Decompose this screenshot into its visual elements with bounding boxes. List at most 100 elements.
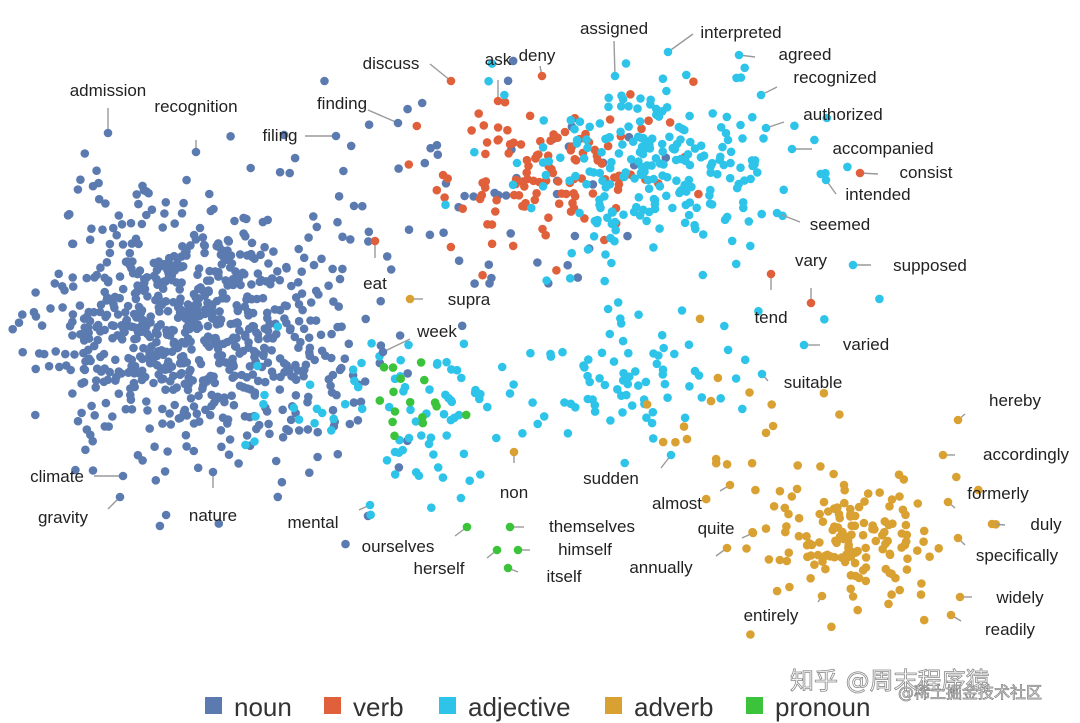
adjective-point — [706, 168, 715, 177]
adjective-point — [624, 102, 633, 111]
adverb-point — [816, 462, 825, 471]
noun-point — [338, 232, 347, 242]
adjective-point — [822, 113, 832, 123]
noun-point — [196, 359, 206, 369]
word-point-deny — [537, 71, 547, 81]
verb-point — [478, 270, 487, 280]
adverb-point — [751, 485, 760, 495]
noun-point — [55, 362, 64, 372]
adjective-point — [487, 59, 497, 68]
adjective-point — [655, 224, 664, 233]
verb-point — [479, 121, 489, 130]
noun-point — [96, 263, 105, 273]
noun-point — [68, 239, 77, 249]
adjective-point — [610, 236, 619, 246]
noun-point — [229, 400, 239, 410]
adverb-point — [895, 585, 904, 595]
word-point-discuss — [446, 76, 456, 86]
noun-point — [202, 377, 212, 386]
noun-point — [142, 397, 151, 406]
noun-point — [129, 378, 139, 388]
noun-point — [183, 385, 193, 395]
verb-point — [522, 155, 532, 165]
noun-point — [314, 290, 323, 299]
noun-point — [264, 419, 273, 429]
verb-point — [553, 177, 563, 186]
noun-point — [101, 398, 111, 408]
adverb-point — [934, 544, 943, 553]
adjective-point — [571, 403, 580, 412]
adjective-point — [616, 314, 625, 323]
noun-point — [195, 223, 205, 233]
noun-point — [101, 199, 110, 208]
word-point-almost — [725, 480, 735, 490]
noun-point — [111, 376, 120, 385]
noun-point — [324, 375, 334, 384]
adjective-point — [696, 141, 706, 150]
adverb-point — [897, 543, 906, 552]
noun-point — [115, 293, 124, 303]
adjective-point — [648, 434, 658, 443]
noun-point — [242, 251, 252, 260]
word-label-accompanied: accompanied — [832, 139, 933, 158]
noun-point — [173, 303, 183, 312]
verb-point — [546, 136, 555, 145]
verb-point — [491, 207, 500, 216]
word-label-admission: admission — [70, 81, 147, 100]
noun-point — [623, 231, 632, 241]
verb-point — [446, 242, 456, 252]
noun-point — [189, 419, 199, 428]
adverb-point — [846, 512, 855, 521]
noun-point — [297, 267, 307, 277]
legend-label-adjective: adjective — [468, 692, 571, 722]
adjective-point — [582, 135, 591, 144]
adjective-point — [646, 95, 655, 105]
noun-point — [294, 316, 304, 326]
noun-point — [180, 339, 190, 348]
noun-point — [61, 361, 71, 370]
noun-point — [291, 375, 301, 385]
adverb-point — [837, 553, 846, 562]
adverb-point — [861, 553, 871, 562]
noun-point — [117, 220, 127, 229]
adjective-point — [690, 220, 699, 230]
adjective-point — [560, 398, 569, 407]
pronoun-point — [390, 407, 400, 416]
noun-point — [165, 409, 174, 418]
noun-point — [150, 442, 159, 452]
noun-point — [210, 378, 220, 388]
adjective-point — [722, 112, 732, 122]
word-label-hereby: hereby — [989, 391, 1041, 410]
verb-point — [557, 189, 566, 198]
word-point-himself — [513, 545, 523, 555]
word-label-ask: ask — [485, 50, 512, 69]
adjective-point — [570, 124, 579, 134]
adjective-point — [476, 470, 485, 479]
adjective-point — [348, 365, 358, 375]
adverb-point — [859, 518, 869, 528]
noun-point — [490, 188, 499, 198]
adverb-point — [881, 564, 891, 574]
noun-point — [161, 510, 171, 520]
word-label-consist: consist — [900, 163, 953, 182]
noun-point — [94, 194, 104, 204]
adjective-point — [382, 456, 392, 465]
adjective-point — [618, 336, 628, 346]
adjective-point — [459, 449, 469, 459]
noun-point — [156, 364, 166, 373]
adverb-point — [916, 590, 926, 599]
adjective-point — [441, 200, 450, 210]
noun-point — [349, 398, 359, 407]
adjective-point — [601, 183, 611, 192]
adverb-point — [761, 524, 771, 533]
adjective-point — [616, 102, 626, 111]
adjective-point — [660, 379, 670, 389]
noun-point — [104, 276, 113, 285]
adjective-point — [600, 276, 609, 286]
noun-point — [259, 351, 268, 361]
adjective-point — [716, 394, 725, 403]
adjective-point — [497, 362, 507, 372]
verb-point — [665, 118, 675, 127]
noun-point — [338, 264, 347, 274]
word-label-duly: duly — [1030, 515, 1062, 534]
